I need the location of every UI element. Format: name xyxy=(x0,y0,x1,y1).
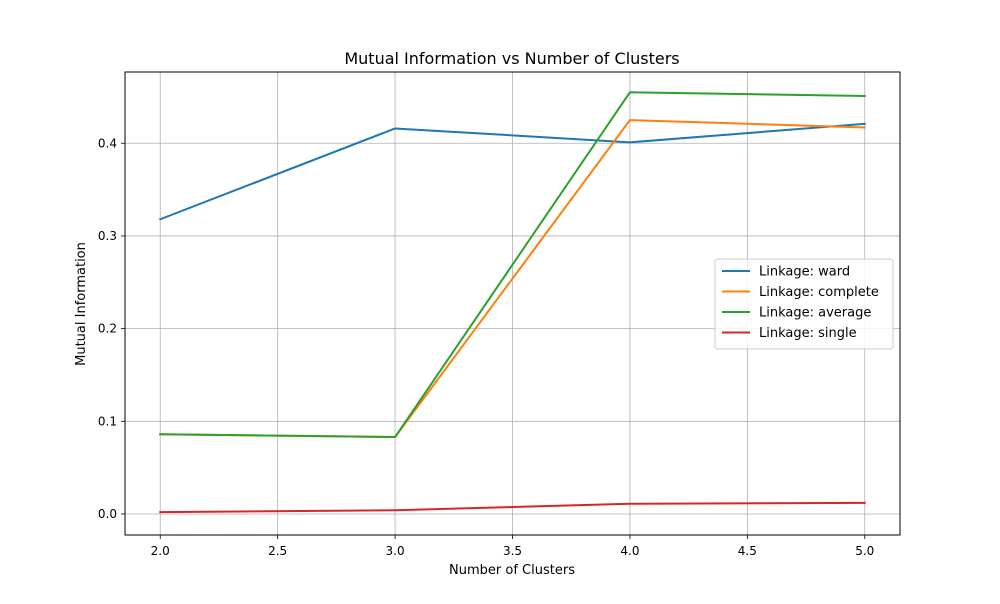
legend: Linkage: ward Linkage: complete Linkage: a… xyxy=(714,258,894,350)
x-tick-label: 3.0 xyxy=(386,544,405,558)
legend-label-ward: Linkage: ward xyxy=(759,265,850,280)
y-tick-label: 0.3 xyxy=(98,229,117,243)
y-axis-label: Mutual Information xyxy=(74,242,89,366)
series-line-single xyxy=(159,501,866,514)
legend-label-single: Linkage: single xyxy=(759,326,857,341)
x-axis-label: Number of Clusters xyxy=(449,563,575,578)
x-tick-label: 4.5 xyxy=(738,544,757,558)
x-tick-label: 5.0 xyxy=(855,544,874,558)
y-tick-label: 0.2 xyxy=(98,322,117,336)
y-tick-label: 0.1 xyxy=(98,414,117,428)
legend-label-average: Linkage: average xyxy=(759,306,871,321)
y-tick-label: 0.0 xyxy=(98,507,117,521)
chart-title: Mutual Information vs Number of Clusters xyxy=(344,49,679,68)
tick-layer: 2.0 2.5 3.0 3.5 4.0 4.5 5.0 0.0 0.1 0.2 0.3 0.4 xyxy=(98,136,874,558)
legend-label-complete: Linkage: complete xyxy=(759,285,879,300)
series-line-ward xyxy=(158,122,866,221)
x-tick-label: 2.0 xyxy=(151,544,170,558)
x-tick-label: 3.5 xyxy=(503,544,522,558)
series-line-average xyxy=(159,91,866,439)
legend-box xyxy=(714,258,894,350)
series-layer xyxy=(158,91,866,514)
x-tick-label: 4.0 xyxy=(620,544,639,558)
y-tick-label: 0.4 xyxy=(98,136,117,150)
x-tick-label: 2.5 xyxy=(268,544,287,558)
